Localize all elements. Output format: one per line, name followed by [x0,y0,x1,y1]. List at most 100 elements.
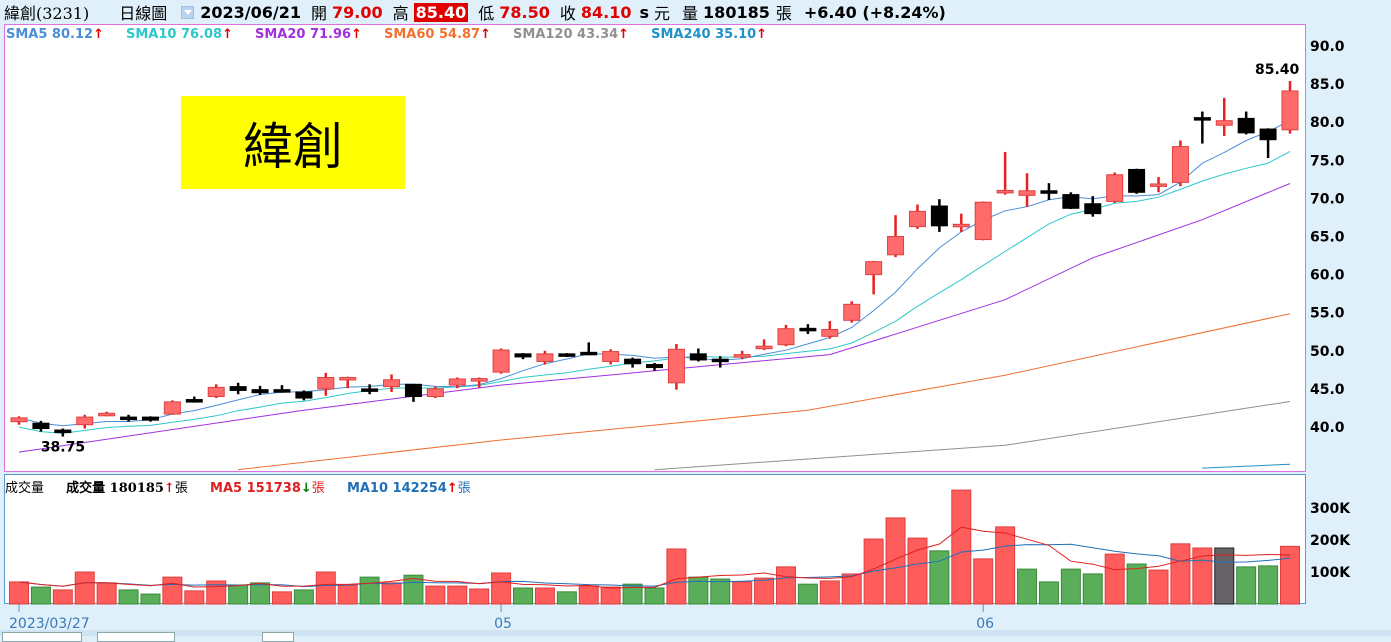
price-annotation: 85.40 [1255,62,1300,78]
candle-body [667,348,685,384]
legend-sma60: SMA60 54.87↑ [384,27,492,42]
volume-bar [1017,568,1038,605]
volume-bar [118,589,139,605]
candle [1150,177,1168,193]
candle-body [1281,90,1299,131]
quote-header: 緯創(3231) 日線圖 2023/06/21 開 79.00 高 85.40 … [4,2,946,23]
price-tick-label: 75.0 [1310,153,1345,169]
toolbar-field[interactable] [97,632,175,642]
low-label: 低 [478,4,495,23]
candle [821,321,839,339]
candle [1084,196,1102,217]
volume-bar [293,589,314,605]
quote-date: 2023/06/21 [200,2,301,22]
candle [602,349,620,365]
toolbar-field[interactable] [262,632,294,642]
candle [1171,140,1189,187]
candle [339,376,357,389]
volume-bar [1060,568,1081,605]
price-tick-label: 45.0 [1310,382,1345,398]
candle-body [689,353,707,361]
volume-value: 180185 [703,2,770,22]
volume-bar [622,583,643,605]
volume-bar [556,591,577,605]
volume-bar [929,550,950,605]
volume-bar [337,584,358,605]
volume-current: 成交量 180185↑張 [66,481,188,496]
candle [229,382,247,395]
candle [1281,81,1299,134]
candle-body [952,223,970,228]
volume-tick-label: 100K [1310,565,1351,581]
volume-ma10: MA10 142254↑張 [347,481,471,496]
volume-ma5-line [18,526,1291,589]
chart-type-dropdown-icon[interactable] [181,5,195,19]
candle-body [448,378,466,386]
candle-body [361,388,379,392]
price-tick-label: 80.0 [1310,115,1345,131]
candle [492,348,510,374]
open-label: 開 [310,4,327,23]
candle-body [1040,190,1058,194]
candle [711,356,729,368]
candle-body [383,379,401,388]
candle-body [558,353,576,357]
candle [251,385,269,395]
up-arrow-icon: ↑ [222,27,233,42]
price-tick-label: 85.0 [1310,77,1345,93]
volume-bar [1038,581,1059,605]
candle-body [1259,128,1277,141]
volume-bar [951,489,972,605]
legend-sma10: SMA10 76.08↑ [125,27,233,42]
candle [1237,111,1255,135]
volume-ma10-line [18,543,1291,588]
volume-bar [863,538,884,605]
volume-unit: 張 [457,481,471,496]
candle [843,301,861,323]
sma120-line [654,401,1291,471]
candle-body [1215,120,1233,126]
price-annotation: 38.75 [41,440,85,456]
volume-bar [973,558,994,605]
candle-body [339,376,357,381]
candle-body [646,364,663,369]
volume-bar [754,577,775,605]
candle-body [1018,190,1036,196]
candle [448,377,466,389]
sma240-line [1202,463,1291,469]
volume-bar [1082,573,1103,605]
volume-bar [1170,543,1191,605]
volume-bar [1126,563,1147,605]
candle-body [580,351,598,356]
candle-body [185,399,203,403]
toolbar-field[interactable] [2,632,82,642]
candle [32,420,50,432]
candle [404,383,422,402]
volume-label: 量 [682,4,699,23]
candle-body [799,327,817,332]
volume-bar [1280,545,1300,605]
volume-bar [732,581,753,605]
candle-body [10,417,28,423]
legend-sma20: SMA20 71.96↑ [254,27,362,42]
candle-body [1171,146,1189,183]
candle-body [865,261,883,276]
candle [1193,111,1211,144]
volume-bar [140,593,161,605]
x-tick-label: 06 [976,616,994,632]
candle-body [54,429,72,434]
volume-bar [96,582,117,605]
volume-bar [491,572,512,605]
candle [733,350,751,360]
volume-bar [1192,547,1213,605]
volume-bar [600,586,621,605]
candle [207,384,225,399]
volume-bar [797,583,818,605]
candle-body [514,353,532,358]
candle [120,414,138,422]
volume-bar [1104,553,1125,605]
volume-bar [469,588,490,605]
volume-tick-label: 300K [1310,501,1351,517]
volume-current-label: 成交量 180185 [66,481,164,496]
candle-body [295,391,313,399]
